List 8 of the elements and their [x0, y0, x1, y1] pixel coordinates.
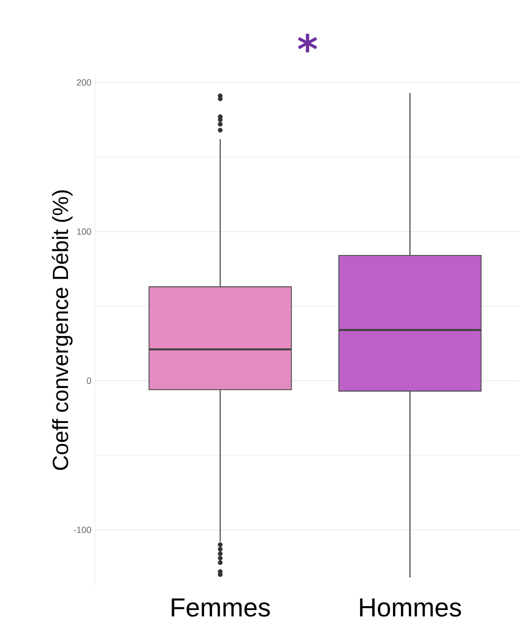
y-tick-label: 100 — [77, 228, 92, 235]
y-tick-label: 0 — [86, 378, 92, 384]
x-tick-label: Femmes — [172, 598, 270, 617]
y-tick-label: -100 — [74, 526, 92, 534]
y-tick-label: 200 — [76, 79, 92, 86]
x-tick-label: Hommes — [360, 598, 462, 617]
chart-title: * — [298, 34, 318, 52]
y-axis-title: Coeff convergence Débit (%) — [52, 190, 73, 470]
